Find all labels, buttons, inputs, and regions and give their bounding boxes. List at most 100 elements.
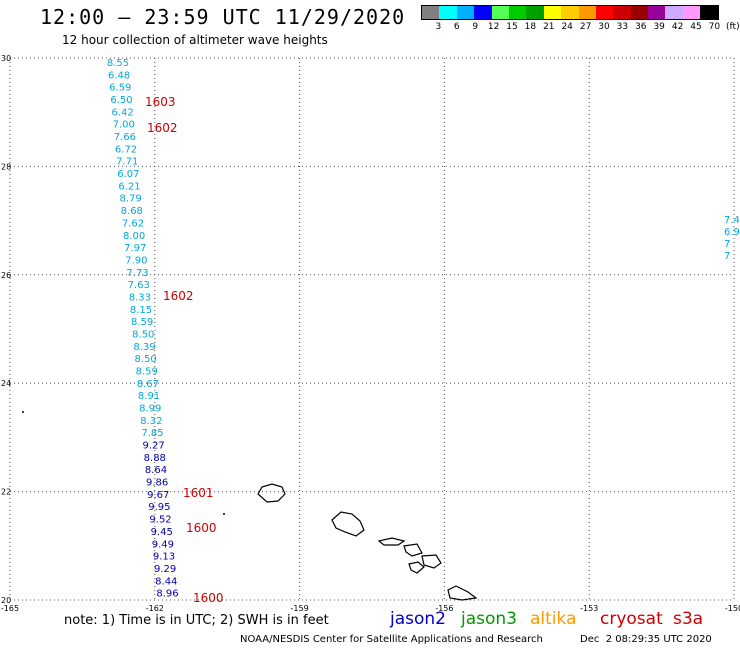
color-swatch — [456, 6, 475, 19]
track-time-label: 1602 — [163, 289, 194, 303]
wave-height-label: 9.29 — [154, 564, 176, 575]
satellite-label-altika: altika — [530, 609, 577, 629]
color-legend-swatches — [421, 5, 719, 20]
wave-height-label: 8.99 — [139, 404, 161, 415]
color-swatch — [578, 6, 596, 19]
satellite-label-s3a: s3a — [673, 609, 704, 629]
wave-height-label: 6.9 — [724, 227, 740, 238]
color-legend-label: 33 — [616, 22, 629, 32]
wave-height-label: 8.32 — [140, 416, 162, 427]
footer-note: note: 1) Time is in UTC; 2) SWH is in fe… — [64, 613, 329, 628]
island-outline — [331, 511, 365, 537]
lon-tick-label: -165 — [1, 604, 19, 613]
lon-tick-label: -159 — [291, 604, 309, 613]
page-subtitle: 12 hour collection of altimeter wave hei… — [62, 33, 328, 47]
lon-tick-label: -153 — [580, 604, 598, 613]
wave-height-label: 8.44 — [155, 576, 177, 587]
color-legend-label: 27 — [579, 22, 592, 32]
lon-tick-label: -162 — [146, 604, 164, 613]
wave-height-label: 7.62 — [122, 218, 144, 229]
wave-height-label: 8.50 — [134, 354, 156, 365]
wave-height-label: 9.49 — [152, 539, 174, 550]
lat-tick-label: 30 — [1, 54, 11, 63]
color-legend-label: 6 — [453, 22, 460, 32]
island-outline — [257, 483, 286, 503]
island-outline — [421, 554, 442, 569]
wave-height-label: 6.42 — [111, 107, 133, 118]
color-swatch — [682, 6, 701, 19]
wave-height-label: 6.21 — [118, 181, 140, 192]
wave-height-label: 7.73 — [126, 268, 148, 279]
wave-height-label: 9.86 — [146, 478, 168, 489]
color-legend-label: 12 — [487, 22, 500, 32]
lat-tick-label: 20 — [1, 596, 11, 605]
lon-tick-label: -150 — [725, 604, 740, 613]
color-legend-label: (ft) — [726, 22, 740, 32]
island-outline — [403, 543, 423, 557]
credit-line: NOAA/NESDIS Center for Satellite Applica… — [240, 634, 543, 645]
island-outline — [408, 561, 425, 574]
wave-height-label: 7.85 — [141, 428, 163, 439]
color-swatch — [491, 6, 509, 19]
wave-height-label: 8.88 — [144, 453, 166, 464]
wave-height-label: 7.63 — [128, 280, 150, 291]
color-swatch — [422, 6, 440, 19]
wave-height-label: 6.07 — [117, 169, 139, 180]
wave-height-label: 8.67 — [137, 379, 159, 390]
color-swatch — [561, 6, 579, 19]
color-legend-label: 9 — [472, 22, 479, 32]
wave-height-label: 7.90 — [125, 255, 147, 266]
wave-height-label: 7.4 — [724, 215, 740, 226]
island-dot — [22, 411, 24, 413]
wave-height-label: 9.27 — [143, 441, 165, 452]
color-legend-label: 70 — [708, 22, 721, 32]
lat-tick-label: 22 — [1, 488, 11, 497]
wave-height-label: 9.52 — [149, 515, 171, 526]
color-swatch — [543, 6, 562, 19]
color-swatch — [526, 6, 544, 19]
generated-date: Dec 2 08:29:35 UTC 2020 — [580, 634, 712, 645]
track-time-label: 1600 — [186, 521, 217, 535]
track-time-label: 1600 — [193, 591, 224, 605]
wave-height-label: 8.39 — [133, 342, 155, 353]
color-swatch — [630, 6, 649, 19]
wave-height-label: 8.96 — [156, 589, 178, 600]
satellite-label-jason2: jason2 — [390, 609, 446, 629]
wave-height-label: 9.95 — [148, 502, 170, 513]
wave-height-label: 7 — [724, 251, 730, 262]
wave-height-label: 7.66 — [114, 132, 136, 143]
color-swatch — [700, 6, 718, 19]
color-legend-label: 15 — [506, 22, 518, 32]
wave-height-label: 8.33 — [129, 292, 151, 303]
wave-height-label: 8.91 — [138, 391, 160, 402]
island-dot — [223, 513, 225, 515]
track-time-label: 1601 — [183, 486, 214, 500]
color-swatch — [474, 6, 492, 19]
wave-height-label: 6.59 — [109, 83, 131, 94]
color-legend-label: 18 — [524, 22, 537, 32]
page-title: 12:00 — 23:59 UTC 11/29/2020 — [40, 5, 406, 29]
color-legend-label: 30 — [598, 22, 610, 32]
lon-tick-label: -156 — [435, 604, 453, 613]
color-legend-label: 3 — [435, 22, 442, 32]
color-swatch — [665, 6, 683, 19]
wave-height-label: 8.00 — [123, 231, 145, 242]
island-outline — [377, 537, 406, 546]
wave-height-label: 9.45 — [151, 527, 173, 538]
color-swatch — [508, 6, 527, 19]
color-legend: 3 6 9 12 15 18 21 24 27 30 33 36 39 42 45 70 (ft) — [421, 5, 740, 34]
wave-height-label: 8.59 — [131, 317, 153, 328]
color-legend-labels: 3 6 9 12 15 18 21 24 27 30 33 36 39 42 45 70 (ft) — [421, 20, 740, 34]
color-swatch — [613, 6, 631, 19]
wave-height-label: 7.00 — [113, 120, 135, 131]
lat-tick-label: 26 — [1, 271, 11, 280]
lat-tick-label: 28 — [1, 162, 11, 171]
satellite-label-jason3: jason3 — [461, 609, 517, 629]
wave-height-label: 7 — [724, 239, 730, 250]
wave-height-label: 9.13 — [153, 552, 175, 563]
wave-height-label: 7.97 — [124, 243, 146, 254]
wave-height-label: 8.15 — [130, 305, 152, 316]
lat-tick-label: 24 — [1, 379, 11, 388]
track-time-label: 1602 — [147, 121, 178, 135]
wave-height-label: 6.72 — [115, 144, 137, 155]
